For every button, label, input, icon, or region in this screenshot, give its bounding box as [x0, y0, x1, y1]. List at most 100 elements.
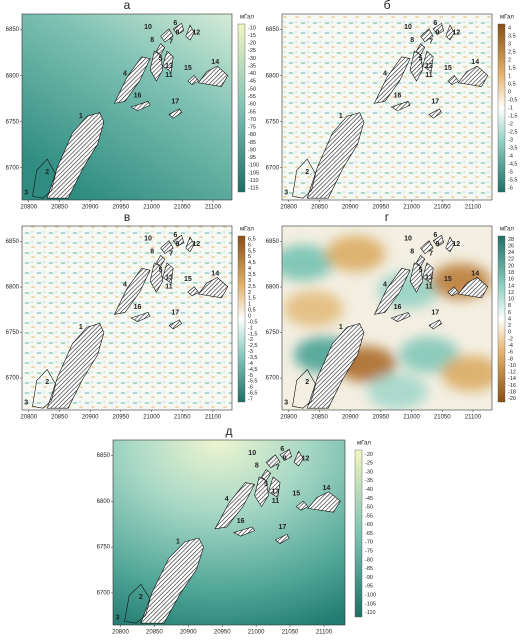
region-outline [445, 24, 455, 41]
colorbar-label: -90 [248, 147, 256, 153]
colorbar-label: -3 [248, 349, 253, 355]
x-tick-label: 21050 [434, 415, 451, 421]
map-field [282, 226, 492, 410]
colorbar-label: -100 [365, 592, 376, 598]
frame [112, 439, 346, 626]
region-label: 12 [452, 29, 460, 36]
region-label: 15 [184, 65, 192, 72]
region-label: 10 [144, 236, 152, 243]
x-tick-label: 21000 [403, 205, 420, 211]
colorbar-label: -6,5 [248, 391, 257, 397]
region-label: 2 [45, 379, 49, 386]
colorbar-label: 0 [508, 89, 511, 95]
colorbar [354, 449, 363, 618]
y-tick-label: 6850 [6, 27, 20, 33]
frame [21, 13, 233, 201]
colorbar-label: 1 [248, 302, 251, 308]
colorbar-label: 3,5 [508, 33, 516, 39]
region-label: 3 [24, 189, 28, 196]
region-label: 1 [339, 324, 343, 331]
x-tick-label: 21000 [248, 630, 265, 636]
colorbar-unit: мГал [357, 441, 371, 447]
region-outline [432, 22, 445, 35]
region-label: 17 [278, 524, 286, 531]
blob [282, 244, 333, 281]
colorbar-label: 2 [508, 57, 511, 63]
y-tick-label: 6700 [266, 165, 280, 171]
region-label: 12 [192, 241, 200, 248]
y-tick-label: 6850 [266, 27, 280, 33]
region-label: 6 [173, 232, 177, 239]
colorbar-label: -3,5 [248, 355, 257, 361]
region-outline [390, 101, 411, 112]
y-tick-label: 6800 [266, 285, 280, 291]
region-outline [428, 319, 443, 330]
region-label: 4 [123, 70, 127, 77]
field [113, 440, 345, 625]
region-label: 8 [150, 249, 154, 256]
region-outline [373, 267, 411, 315]
region-label: 10 [404, 24, 412, 31]
colorbar-label: -60 [365, 522, 373, 528]
colorbar-label: 22 [508, 257, 514, 263]
colorbar [497, 235, 506, 403]
region-label: 3 [24, 399, 28, 406]
x-tick-label: 21000 [143, 205, 160, 211]
colorbar-label: -45 [365, 496, 373, 502]
colorbar-label: -5 [508, 169, 513, 175]
colorbar-label: -50 [365, 505, 373, 511]
colorbar-label: -70 [248, 117, 256, 123]
y-tick-label: 6750 [6, 330, 20, 336]
colorbar-label: 2,5 [508, 49, 516, 55]
colorbar-label: -5,5 [248, 379, 257, 385]
x-tick-label: 20800 [280, 205, 297, 211]
colorbar-label: -20 [508, 396, 516, 402]
region-label: 5 [419, 55, 423, 62]
colorbar-label: 1,5 [508, 65, 516, 71]
colorbar-label: 6,5 [248, 236, 256, 242]
region-outline [306, 323, 365, 409]
blob [325, 235, 386, 272]
region-outline [306, 112, 365, 199]
colorbar-label: 4 [508, 316, 511, 322]
x-tick-label: 20800 [112, 630, 129, 636]
region-outline [162, 262, 174, 284]
region-label: 4 [383, 70, 387, 77]
region-outline [416, 43, 426, 56]
colorbar-label: -80 [248, 132, 256, 138]
region-outline [46, 323, 105, 409]
region-label: 14 [211, 59, 219, 66]
colorbar-label: -75 [248, 125, 256, 131]
y-tick-label: 6850 [6, 239, 20, 245]
colorbar-label: -0,5 [248, 319, 257, 325]
region-outline [140, 537, 204, 624]
colorbar-label: -95 [365, 584, 373, 590]
region-outline [447, 74, 459, 86]
region-label: 2 [305, 169, 309, 176]
x-tick-label: 21050 [174, 205, 191, 211]
colorbar-label: 2,5 [248, 284, 256, 290]
colorbar-label: -55 [248, 94, 256, 100]
colorbar-label: -4,5 [248, 367, 257, 373]
x-tick-label: 20850 [311, 205, 328, 211]
colorbar-unit: мГал [240, 15, 254, 21]
blob [283, 290, 344, 327]
region-label: 11 [165, 284, 173, 291]
colorbar-label: 0 [248, 313, 251, 319]
colorbar-label: -110 [248, 178, 259, 184]
field [282, 14, 492, 200]
region-outline [373, 56, 411, 104]
region-outline [187, 286, 199, 297]
region-label: 1 [79, 113, 83, 120]
region-outline [149, 262, 164, 293]
region-outline [160, 240, 174, 255]
region-label: 17 [431, 309, 439, 316]
blob [399, 336, 459, 373]
panel-title: б [384, 0, 391, 12]
region-label: 2 [45, 169, 49, 176]
region-label: 7 [276, 465, 280, 472]
region-outline [292, 158, 316, 199]
region-label: 6 [433, 20, 437, 27]
